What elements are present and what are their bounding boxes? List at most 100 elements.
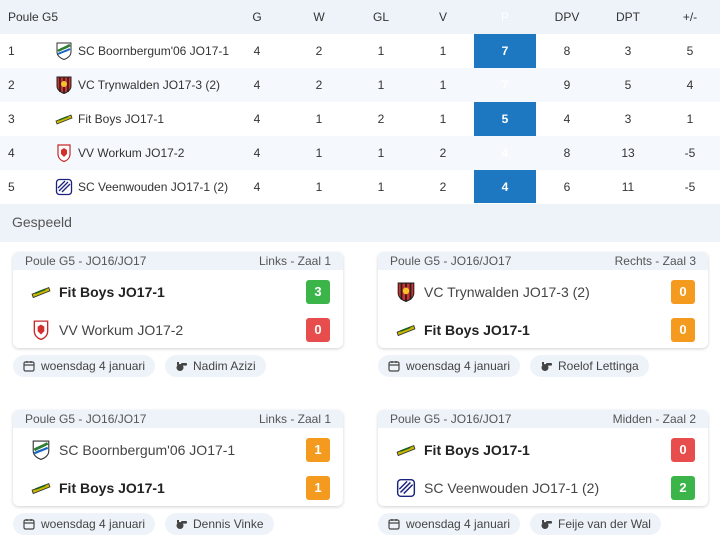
match-date: woensdag 4 januari xyxy=(41,517,146,531)
team-name: Fit Boys JO17-1 xyxy=(59,284,165,300)
match-card-header: Poule G5 - JO16/JO17 Rechts - Zaal 3 xyxy=(378,252,708,270)
points: 7 xyxy=(501,78,509,92)
away-score: 1 xyxy=(306,476,330,500)
team-name[interactable]: VC Trynwalden JO17-3 (2) xyxy=(78,78,221,92)
table-row[interactable]: 1 SC Boornbergum'06 JO17-1 4 2 1 1 7 8 3… xyxy=(0,34,720,68)
games: 4 xyxy=(253,180,261,194)
match-date: woensdag 4 januari xyxy=(41,359,146,373)
wins: 1 xyxy=(315,112,323,126)
boornbergum-shield-icon xyxy=(32,440,50,460)
team-name[interactable]: SC Veenwouden JO17-1 (2) xyxy=(78,180,229,194)
boornbergum-shield-icon xyxy=(56,42,72,60)
points: 4 xyxy=(501,146,509,160)
goal-difference: 4 xyxy=(686,78,694,92)
match-venue: Rechts - Zaal 3 xyxy=(614,254,696,268)
veenwouden-badge-icon xyxy=(55,178,73,196)
wins: 2 xyxy=(315,78,323,92)
goal-difference: -5 xyxy=(684,180,696,194)
match-date-pill: woensdag 4 januari xyxy=(378,513,521,535)
match-card[interactable]: Poule G5 - JO16/JO17 Links - Zaal 1 SC B… xyxy=(13,410,343,506)
header-dpv[interactable]: DPV xyxy=(554,10,580,24)
referee-name: Nadim Azizi xyxy=(193,359,256,373)
header-p[interactable]: P xyxy=(500,10,509,24)
goals-for: 4 xyxy=(563,112,571,126)
goals-against: 3 xyxy=(624,112,632,126)
draws: 1 xyxy=(377,146,385,160)
goal-difference: 1 xyxy=(686,112,694,126)
header-g[interactable]: G xyxy=(252,10,262,24)
match-date-pill: woensdag 4 januari xyxy=(13,513,156,535)
points: 7 xyxy=(501,44,509,58)
goals-against: 11 xyxy=(621,180,635,194)
home-team[interactable]: Fit Boys JO17-1 xyxy=(31,279,331,305)
referee-pill: Dennis Vinke xyxy=(165,513,274,535)
match-venue: Links - Zaal 1 xyxy=(258,412,331,426)
team-name[interactable]: Fit Boys JO17-1 xyxy=(78,112,165,126)
team-name[interactable]: SC Boornbergum'06 JO17-1 xyxy=(78,44,230,58)
goals-for: 6 xyxy=(563,180,571,194)
table-row[interactable]: 4 VV Workum JO17-2 4 1 1 2 4 8 13 -5 xyxy=(0,136,720,170)
team-name: SC Boornbergum'06 JO17-1 xyxy=(59,442,236,458)
goals-against: 5 xyxy=(624,78,632,92)
wins: 1 xyxy=(315,146,323,160)
position: 2 xyxy=(8,78,15,92)
header-diff[interactable]: +/- xyxy=(682,10,698,24)
standings-header: Poule G5 G W GL V P DPV DPT +/- xyxy=(0,0,720,34)
header-w[interactable]: W xyxy=(313,10,325,24)
position: 5 xyxy=(8,180,15,194)
header-dpt[interactable]: DPT xyxy=(616,10,640,24)
away-team[interactable]: Fit Boys JO17-1 xyxy=(31,475,331,501)
header-gl[interactable]: GL xyxy=(372,10,389,24)
match-poule: Poule G5 - JO16/JO17 xyxy=(25,254,147,268)
referee-name: Dennis Vinke xyxy=(193,517,264,531)
away-score: 2 xyxy=(671,476,695,500)
position: 1 xyxy=(8,44,15,58)
table-row[interactable]: 2 VC Trynwalden JO17-3 (2) 4 2 1 1 7 9 5… xyxy=(0,68,720,102)
home-team[interactable]: VC Trynwalden JO17-3 (2) xyxy=(396,279,696,305)
goals-for: 8 xyxy=(563,44,571,58)
match-card[interactable]: Poule G5 - JO16/JO17 Midden - Zaal 2 Fit… xyxy=(378,410,708,506)
whistle-icon xyxy=(541,362,552,371)
team-name: VC Trynwalden JO17-3 (2) xyxy=(424,284,590,300)
wins: 1 xyxy=(315,180,323,194)
home-team[interactable]: SC Boornbergum'06 JO17-1 xyxy=(31,437,331,463)
games: 4 xyxy=(253,44,261,58)
points: 4 xyxy=(501,180,509,194)
match-card[interactable]: Poule G5 - JO16/JO17 Rechts - Zaal 3 VC … xyxy=(378,252,708,348)
table-row[interactable]: 5 SC Veenwouden JO17-1 (2) 4 1 1 2 4 6 1… xyxy=(0,170,720,204)
table-row[interactable]: 3 Fit Boys JO17-1 4 1 2 1 5 4 3 1 xyxy=(0,102,720,136)
match-card[interactable]: Poule G5 - JO16/JO17 Links - Zaal 1 Fit … xyxy=(13,252,343,348)
team-name[interactable]: VV Workum JO17-2 xyxy=(78,146,185,160)
draws: 1 xyxy=(377,180,385,194)
team-name: Fit Boys JO17-1 xyxy=(424,322,530,338)
header-v[interactable]: V xyxy=(438,10,447,24)
away-team[interactable]: SC Veenwouden JO17-1 (2) xyxy=(396,475,696,501)
position: 3 xyxy=(8,112,15,126)
referee-pill: Feije van der Wal xyxy=(530,513,661,535)
trynwalden-shield-icon xyxy=(397,282,415,302)
home-team[interactable]: Fit Boys JO17-1 xyxy=(396,437,696,463)
away-team[interactable]: VV Workum JO17-2 xyxy=(31,317,331,343)
goals-for: 9 xyxy=(563,78,571,92)
referee-name: Roelof Lettinga xyxy=(558,359,639,373)
section-title: Gespeeld xyxy=(12,214,72,230)
match-venue: Links - Zaal 1 xyxy=(258,254,331,268)
team-name: SC Veenwouden JO17-1 (2) xyxy=(424,480,600,496)
match-date: woensdag 4 januari xyxy=(406,359,511,373)
fitboys-logo-icon xyxy=(31,482,51,495)
calendar-icon xyxy=(23,519,35,530)
whistle-icon xyxy=(176,362,187,371)
position: 4 xyxy=(8,146,15,160)
whistle-icon xyxy=(541,520,552,529)
away-team[interactable]: Fit Boys JO17-1 xyxy=(396,317,696,343)
match-poule: Poule G5 - JO16/JO17 xyxy=(390,412,512,426)
fitboys-logo-icon xyxy=(396,324,416,337)
match-poule: Poule G5 - JO16/JO17 xyxy=(25,412,147,426)
referee-pill: Nadim Azizi xyxy=(165,355,266,377)
games: 4 xyxy=(253,78,261,92)
points: 5 xyxy=(501,112,509,126)
losses: 1 xyxy=(439,112,447,126)
goals-against: 13 xyxy=(621,146,635,160)
losses: 2 xyxy=(439,180,447,194)
away-score: 0 xyxy=(671,318,695,342)
